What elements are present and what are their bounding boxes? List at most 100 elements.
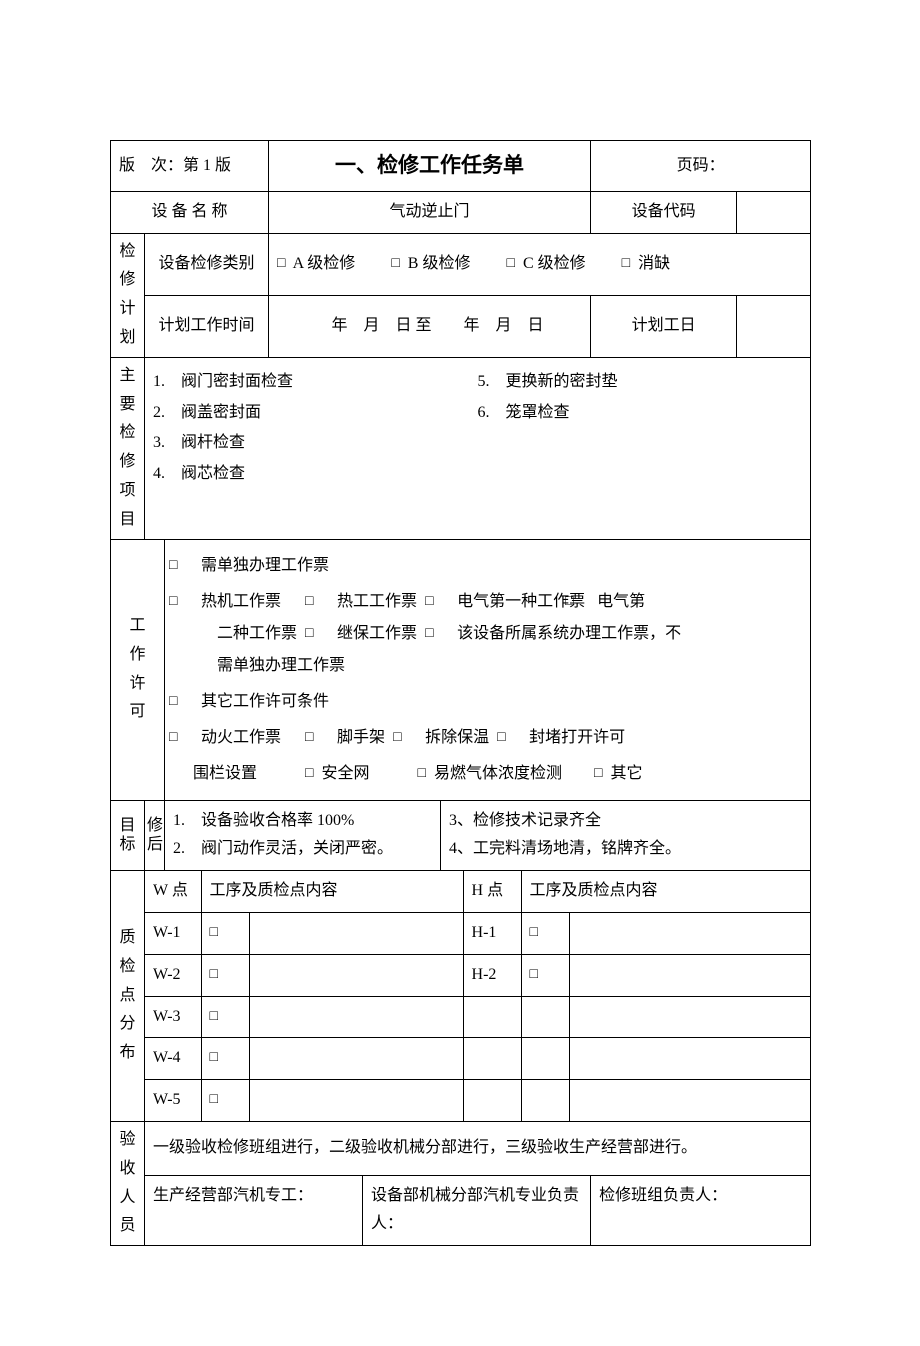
accept-section-label: 验收人员 bbox=[111, 1121, 145, 1245]
w-check-1[interactable]: □ bbox=[201, 912, 249, 954]
w-check-5[interactable]: □ bbox=[201, 1080, 249, 1121]
accept-line: 一级验收检修班组进行，二级验收机械分部进行，三级验收生产经营部进行。 bbox=[145, 1121, 811, 1175]
cat-a-option[interactable]: □ A 级检修 bbox=[277, 255, 355, 272]
permit-line-1[interactable]: □ 需单独办理工作票 bbox=[193, 550, 802, 582]
category-label: 设备检修类别 bbox=[145, 233, 269, 295]
cat-b-option[interactable]: □ B 级检修 bbox=[391, 255, 470, 272]
h-header-text: H 点 bbox=[472, 882, 504, 899]
page-cell: 页码： bbox=[591, 141, 811, 192]
category-options: □ A 级检修 □ B 级检修 □ C 级检修 □ 消缺 bbox=[269, 233, 811, 295]
permit-2d: 电气第 bbox=[597, 593, 645, 610]
qc-section-label: 质检点分布 bbox=[111, 871, 145, 1122]
permit-line-2: □ 热机工作票 □ 热工工作票 □ 电气第一种工作票 □ 电气第 二种工作票 □… bbox=[193, 586, 802, 682]
checkbox-icon: □ bbox=[210, 962, 218, 987]
permit-2f: 继保工作票 bbox=[337, 625, 417, 642]
permit-5b: 易燃气体浓度检测 bbox=[434, 765, 562, 782]
equip-code-value-cell bbox=[737, 191, 811, 233]
h-row-3 bbox=[463, 996, 521, 1038]
w-desc-2 bbox=[249, 954, 463, 996]
cat-a-label: A 级检修 bbox=[293, 255, 356, 272]
permit-2b: 热工工作票 bbox=[337, 593, 417, 610]
w-header: W 点 bbox=[145, 871, 201, 912]
equip-name-label: 设 备 名 称 bbox=[152, 203, 228, 220]
permit-4b: 脚手架 bbox=[337, 729, 385, 746]
permit-4c: 拆除保温 bbox=[425, 729, 489, 746]
goal-3: 3、检修技术记录齐全 bbox=[449, 807, 802, 836]
w-row-3: W-3 bbox=[145, 996, 201, 1038]
checkbox-icon: □ bbox=[277, 251, 285, 276]
checkbox-icon: □ bbox=[391, 251, 399, 276]
task-title: 一、检修工作任务单 bbox=[335, 154, 524, 177]
w-row-5: W-5 bbox=[145, 1080, 201, 1121]
checkbox-icon: □ bbox=[210, 1004, 218, 1029]
qc-content: W 点 工序及质检点内容 H 点 工序及质检点内容 W-1 □ H-1 □ W-… bbox=[145, 871, 811, 1122]
items-content: 1. 阀门密封面检查 2. 阀盖密封面 3. 阀杆检查 4. 阀芯检查 5. 更… bbox=[145, 357, 811, 539]
permit-2g: 该设备所属系统办理工作票，不 bbox=[457, 625, 681, 642]
h-check-1[interactable]: □ bbox=[521, 912, 569, 954]
w-desc-3 bbox=[249, 996, 463, 1038]
accept-c1: 生产经营部汽机专工： bbox=[153, 1187, 313, 1204]
cat-d-option[interactable]: □ 消缺 bbox=[622, 255, 670, 272]
w-check-3[interactable]: □ bbox=[201, 996, 249, 1038]
permit-section-label: 工作许可 bbox=[111, 539, 165, 800]
checkbox-icon[interactable]: □ bbox=[594, 760, 602, 788]
category-label-text: 设备检修类别 bbox=[159, 255, 255, 272]
w-desc-4 bbox=[249, 1038, 463, 1080]
h-content-header-text: 工序及质检点内容 bbox=[530, 882, 658, 899]
goal-2: 2. 阀门动作灵活，关闭严密。 bbox=[173, 835, 432, 864]
h-desc-2 bbox=[569, 954, 810, 996]
checkbox-icon: □ bbox=[530, 962, 538, 987]
w-check-4[interactable]: □ bbox=[201, 1038, 249, 1080]
workday-label: 计划工日 bbox=[591, 295, 737, 357]
cat-c-label: C 级检修 bbox=[523, 255, 586, 272]
accept-c2: 设备部机械分部汽机专业负责人： bbox=[371, 1187, 579, 1233]
w-content-header-text: 工序及质检点内容 bbox=[210, 882, 338, 899]
accept-c3: 检修班组负责人： bbox=[599, 1187, 727, 1204]
permit-5a: 安全网 bbox=[322, 765, 370, 782]
permit-5c: 其它 bbox=[611, 765, 643, 782]
goal-left-label: 目标 bbox=[111, 800, 145, 871]
goal-right-label: 修后 bbox=[145, 800, 165, 871]
equip-name-value: 气动逆止门 bbox=[390, 203, 470, 220]
checkbox-icon: □ bbox=[210, 920, 218, 945]
equip-code-label: 设备代码 bbox=[632, 203, 696, 220]
goal-4: 4、工完料清场地清，铭牌齐全。 bbox=[449, 835, 802, 864]
accept-col2: 设备部机械分部汽机专业负责人： bbox=[363, 1175, 591, 1246]
h-content-header: 工序及质检点内容 bbox=[521, 871, 810, 912]
h-check-2[interactable]: □ bbox=[521, 954, 569, 996]
w-row-4: W-4 bbox=[145, 1038, 201, 1080]
accept-line-text: 一级验收检修班组进行，二级验收机械分部进行，三级验收生产经营部进行。 bbox=[153, 1139, 697, 1156]
checkbox-icon[interactable]: □ bbox=[418, 760, 426, 788]
w-row-1: W-1 bbox=[145, 912, 201, 954]
h-check-4 bbox=[521, 1038, 569, 1080]
permit-l3: 其它工作许可条件 bbox=[201, 693, 329, 710]
time-label-text: 计划工作时间 bbox=[159, 317, 255, 334]
goal-1: 1. 设备验收合格率 100% bbox=[173, 807, 432, 836]
checkbox-icon[interactable]: □ bbox=[305, 760, 313, 788]
equip-name-label-cell: 设 备 名 称 bbox=[111, 191, 269, 233]
goal-right-content: 3、检修技术记录齐全 4、工完料清场地清，铭牌齐全。 bbox=[441, 800, 811, 871]
equip-name-value-cell: 气动逆止门 bbox=[269, 191, 591, 233]
checkbox-icon: □ bbox=[530, 920, 538, 945]
cat-b-label: B 级检修 bbox=[408, 255, 471, 272]
equip-code-label-cell: 设备代码 bbox=[591, 191, 737, 233]
permit-5pre: 围栏设置 bbox=[193, 765, 257, 782]
h-row-5 bbox=[463, 1080, 521, 1121]
h-desc-3 bbox=[569, 996, 810, 1038]
w-header-text: W 点 bbox=[153, 882, 188, 899]
version-label: 版 次：第 1 版 bbox=[119, 157, 231, 174]
w-check-2[interactable]: □ bbox=[201, 954, 249, 996]
permit-line-3[interactable]: □ 其它工作许可条件 bbox=[193, 686, 802, 718]
time-label: 计划工作时间 bbox=[145, 295, 269, 357]
h-check-5 bbox=[521, 1080, 569, 1121]
time-value: 年 月 日 至 年 月 日 bbox=[269, 295, 591, 357]
title-cell: 一、检修工作任务单 bbox=[269, 141, 591, 192]
permit-l1: 需单独办理工作票 bbox=[201, 557, 329, 574]
w-content-header: 工序及质检点内容 bbox=[201, 871, 463, 912]
w-desc-1 bbox=[249, 912, 463, 954]
h-row-4 bbox=[463, 1038, 521, 1080]
workday-label-text: 计划工日 bbox=[632, 317, 696, 334]
item-1: 1. 阀门密封面检查 bbox=[153, 368, 478, 397]
h-check-3 bbox=[521, 996, 569, 1038]
cat-c-option[interactable]: □ C 级检修 bbox=[506, 255, 585, 272]
